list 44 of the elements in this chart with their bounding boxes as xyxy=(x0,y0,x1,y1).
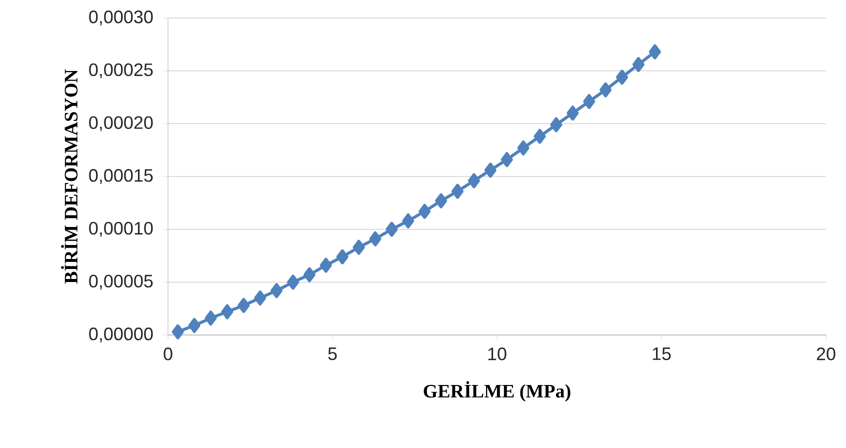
point xyxy=(336,249,348,264)
x-tick-label: 5 xyxy=(328,348,337,360)
point xyxy=(600,82,612,98)
point xyxy=(254,290,266,306)
point xyxy=(172,324,184,340)
point xyxy=(517,140,530,156)
y-tick-label: 0,00000 xyxy=(89,328,153,342)
point xyxy=(484,162,496,178)
y-axis-title: BİRİM DEFORMASYON xyxy=(61,69,78,284)
point xyxy=(238,298,250,313)
point xyxy=(188,318,200,333)
point xyxy=(468,173,480,188)
point xyxy=(270,283,283,298)
point xyxy=(500,152,513,168)
point xyxy=(386,222,398,237)
point xyxy=(566,106,579,121)
y-tick-label: 0,00010 xyxy=(89,222,153,237)
point xyxy=(320,258,332,273)
x-tick-label: 20 xyxy=(816,348,836,360)
y-tick-label: 0,00015 xyxy=(89,169,153,184)
point xyxy=(550,117,562,132)
point xyxy=(452,184,464,199)
point xyxy=(352,240,365,255)
point xyxy=(583,94,596,109)
point xyxy=(435,193,448,208)
x-axis-title: GERİLME (MPa) xyxy=(424,381,570,402)
point xyxy=(402,213,414,228)
point xyxy=(303,267,316,282)
point xyxy=(204,310,217,326)
y-tick-label: 0,00020 xyxy=(89,116,153,132)
x-tick-label: 15 xyxy=(652,348,671,360)
point xyxy=(369,231,382,246)
y-tick-label: 0,00005 xyxy=(89,274,153,290)
point xyxy=(632,57,644,72)
x-tick-label: 0 xyxy=(164,348,172,360)
y-tick-label: 0,00030 xyxy=(89,10,153,26)
point xyxy=(221,304,234,320)
x-tick-label: 10 xyxy=(488,348,506,360)
point xyxy=(418,204,431,219)
point xyxy=(648,44,661,60)
point xyxy=(534,128,546,144)
y-tick-label: 0,00025 xyxy=(89,63,153,78)
point xyxy=(616,70,628,85)
point xyxy=(287,274,300,290)
